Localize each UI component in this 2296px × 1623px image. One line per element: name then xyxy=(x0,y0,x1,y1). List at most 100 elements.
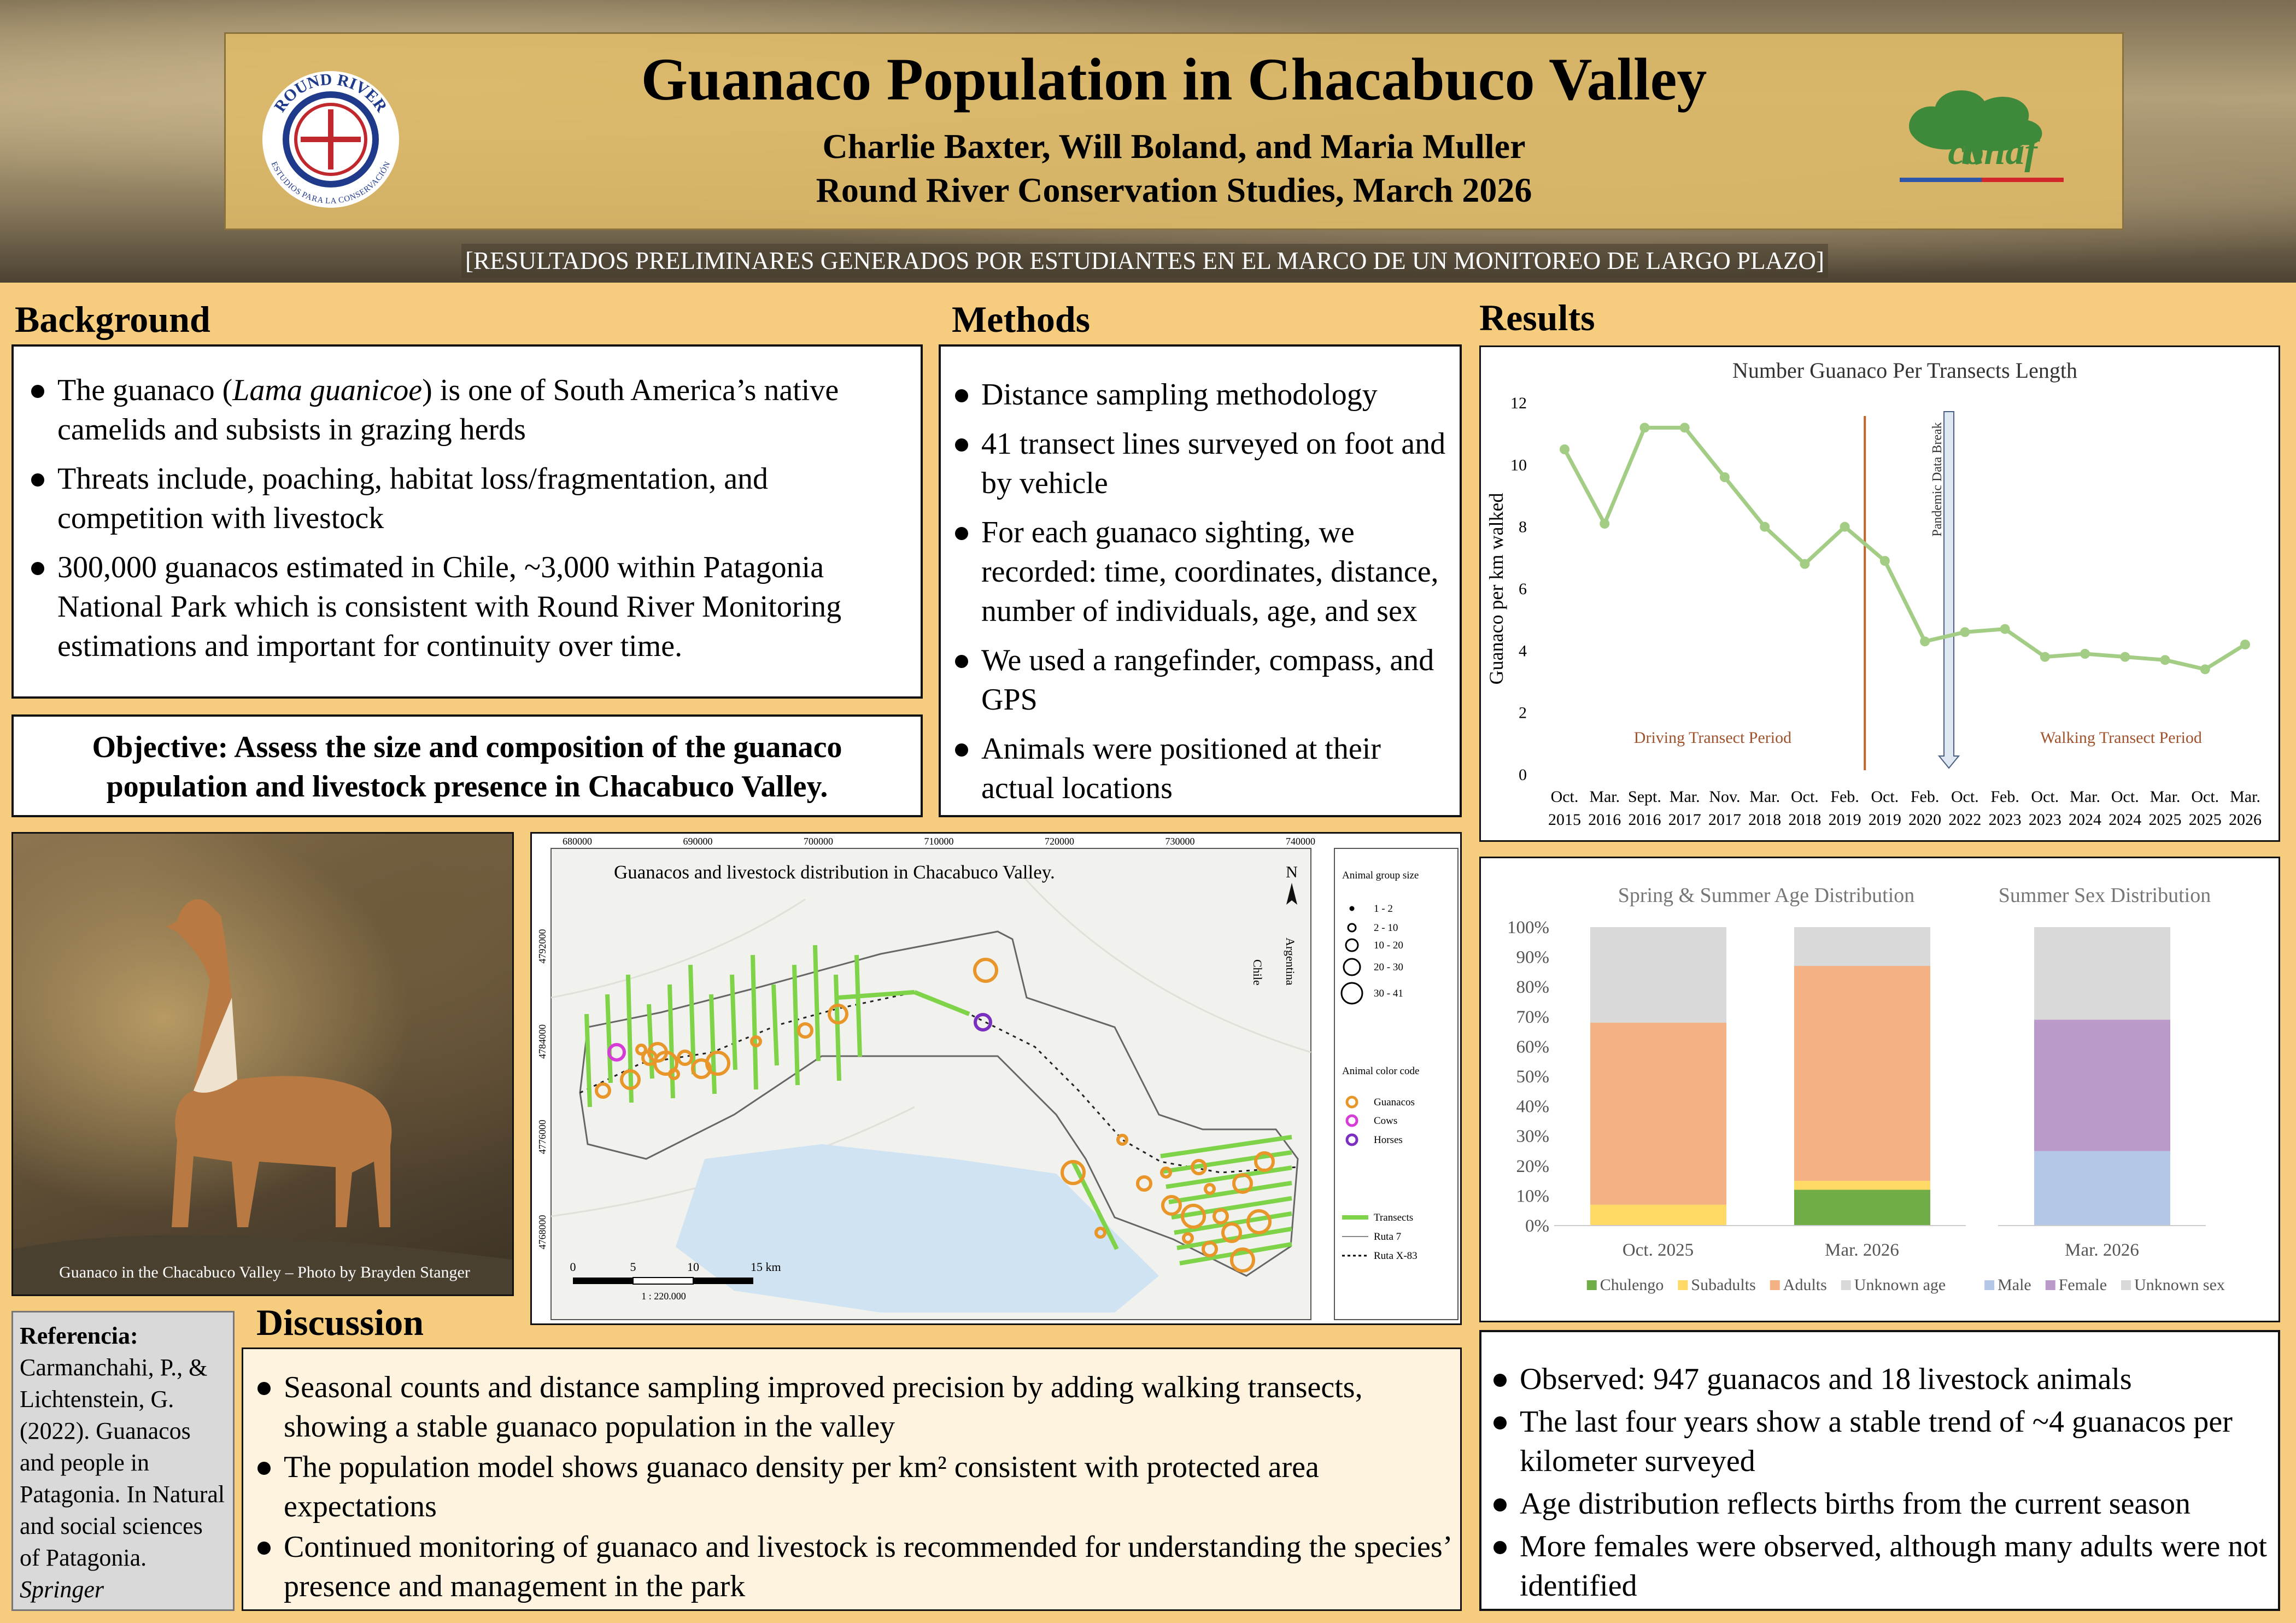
x-tick-label: Mar. 2018 xyxy=(1748,788,1781,829)
chart-title: Spring & Summer Age Distribution xyxy=(1618,884,1915,907)
group-marker xyxy=(653,1051,678,1076)
legend-color-marker xyxy=(1345,1095,1358,1109)
group-marker xyxy=(595,1082,611,1099)
bullet: The population model shows guanaco densi… xyxy=(251,1448,1452,1526)
country-label: Chile xyxy=(1251,959,1264,986)
map-x-tick: 680000 xyxy=(563,836,592,847)
annotation: Driving Transect Period xyxy=(1634,729,1791,747)
group-marker xyxy=(974,1013,992,1032)
map-y-tick: 4784000 xyxy=(537,1024,548,1059)
text: Continued monitoring of guanaco and live… xyxy=(284,1530,1451,1603)
y-tick-label: 6 xyxy=(1519,580,1527,598)
text: Seasonal counts and distance sampling im… xyxy=(284,1370,1363,1444)
transect xyxy=(854,954,862,1057)
group-marker xyxy=(1221,1222,1242,1243)
group-marker xyxy=(635,1044,647,1056)
map-x-tick: 710000 xyxy=(924,836,954,847)
group-marker xyxy=(1202,1241,1218,1257)
map-title: Guanacos and livestock distribution in C… xyxy=(614,862,1055,883)
logo-right: conaf xyxy=(1900,90,2064,182)
objective: Objective: Assess the size and compositi… xyxy=(92,730,842,804)
photo-caption: Guanaco in the Chacabuco Valley – Photo … xyxy=(59,1263,470,1281)
group-marker xyxy=(677,1050,693,1066)
legend-label: Horses xyxy=(1374,1134,1403,1146)
transect xyxy=(837,990,915,1000)
legend-label: Subadults xyxy=(1691,1276,1755,1294)
country-label: Argentina xyxy=(1284,938,1297,986)
transect xyxy=(751,954,758,1090)
background-heading: Background xyxy=(15,298,210,340)
background-list: The guanaco (Lama guanicoe) is one of So… xyxy=(25,371,910,666)
legend-panel xyxy=(1334,848,1459,1320)
reference-label: Referencia: xyxy=(20,1322,138,1349)
legend-color-marker xyxy=(1345,1114,1358,1127)
group-marker xyxy=(607,1043,626,1062)
legend: Chulengo Subadults Adults Unknown age xyxy=(1586,1276,1946,1294)
map-y-tick: 4776000 xyxy=(537,1120,548,1154)
bar-segment xyxy=(1590,927,1726,1023)
logo-left: ROUND RIVER ESTUDIOS PARA LA CONSERVACIÓ… xyxy=(262,71,399,208)
banner: [RESULTADOS PRELIMINARES GENERADOS POR E… xyxy=(461,244,1828,278)
data-point xyxy=(1879,556,1890,566)
chart-title: Number Guanaco Per Transects Length xyxy=(1732,358,2077,383)
transect xyxy=(1160,1135,1292,1158)
title: Guanaco Population in Chacabuco Valley xyxy=(641,46,1707,113)
bar-charts: Spring & Summer Age Distribution 0% 10% 20%… xyxy=(1507,884,2225,1294)
x-tick-label: Oct. 2015 xyxy=(1548,788,1581,829)
bullet: Animals were positioned at their actual … xyxy=(948,729,1452,808)
map-y-tick: 4768000 xyxy=(537,1215,548,1250)
map-x-tick: 740000 xyxy=(1286,836,1315,847)
data-point xyxy=(2120,652,2130,662)
group-marker xyxy=(973,958,998,983)
y-tick-label: 50% xyxy=(1516,1067,1550,1087)
scale-label: 5 xyxy=(630,1260,636,1274)
bullet: For each guanaco sighting, we recorded: … xyxy=(948,513,1452,631)
bar-segment xyxy=(1590,1204,1726,1226)
text: Age distribution reflects births from th… xyxy=(1520,1487,2190,1521)
legend-title: Animal color code xyxy=(1342,1065,1419,1077)
x-tick-label: Mar. 2026 xyxy=(2229,788,2262,829)
legend-swatch xyxy=(1984,1280,1995,1290)
group-marker xyxy=(1161,1195,1182,1216)
line-chart: Number Guanaco Per Transects Length Guana… xyxy=(1485,358,2262,829)
scale-label: 10 xyxy=(687,1260,699,1274)
legend-label: Ruta X-83 xyxy=(1374,1250,1418,1262)
map-x-tick: 720000 xyxy=(1045,836,1074,847)
conaf-text: conaf xyxy=(1948,131,2041,173)
affiliation: Round River Conservation Studies, March … xyxy=(816,171,1532,209)
transect xyxy=(1179,1242,1292,1265)
scale-bar xyxy=(693,1278,753,1284)
species-name: Lama guanicoe xyxy=(232,373,423,407)
north-arrow xyxy=(1286,883,1297,905)
bullet: More females were observed, although man… xyxy=(1487,1527,2272,1606)
lake xyxy=(676,1144,1159,1313)
group-marker xyxy=(1230,1247,1255,1273)
legend-label: Adults xyxy=(1783,1276,1827,1294)
bullet: The last four years show a stable trend … xyxy=(1487,1402,2272,1481)
map-x-tick: 700000 xyxy=(804,836,833,847)
annotation: Pandemic Data Break xyxy=(1930,422,1944,536)
y-tick-label: 20% xyxy=(1516,1157,1550,1176)
methods-list: Distance sampling methodology 41 transect… xyxy=(948,375,1452,808)
legend-size-marker xyxy=(1347,923,1357,933)
transect xyxy=(626,974,634,1103)
legend-label: Unknown sex xyxy=(2134,1276,2225,1294)
annotation: Walking Transect Period xyxy=(2040,729,2202,747)
group-marker xyxy=(668,1068,680,1080)
transect xyxy=(1104,1226,1119,1250)
legend-size-marker xyxy=(1340,982,1363,1005)
data-point xyxy=(2160,655,2170,665)
text: Observed: 947 guanacos and 18 livestock … xyxy=(1520,1362,2132,1396)
text: 300,000 guanacos estimated in Chile, ~3,… xyxy=(57,550,842,663)
legend-size-marker xyxy=(1345,938,1359,952)
legend-label: 1 - 2 xyxy=(1374,903,1393,915)
north-label: N xyxy=(1286,863,1298,881)
results-heading: Results xyxy=(1479,297,1595,338)
group-marker xyxy=(1204,1183,1216,1195)
bullet: 41 transect lines surveyed on foot and b… xyxy=(948,424,1452,503)
scale-bar xyxy=(573,1278,633,1284)
group-marker xyxy=(1136,1175,1152,1192)
group-marker xyxy=(1160,1167,1172,1179)
bullet: Threats include, poaching, habitat loss/… xyxy=(25,459,910,538)
group-marker xyxy=(797,1022,813,1039)
